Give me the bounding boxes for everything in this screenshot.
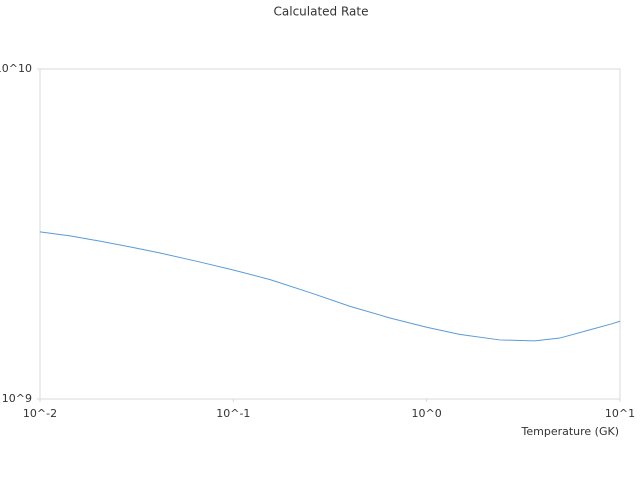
chart-title: Calculated Rate: [274, 5, 369, 19]
x-tick-label: 10^-1: [216, 407, 250, 420]
x-tick-label: 10^0: [412, 407, 442, 420]
y-tick-label: 10^10: [0, 62, 32, 75]
plot-border: [39, 68, 621, 400]
y-tick-label: 10^9: [2, 392, 32, 405]
x-tick-label: 10^1: [605, 407, 635, 420]
x-tick-label: 10^-2: [23, 407, 57, 420]
x-axis-label: Temperature (GK): [521, 425, 620, 438]
line: [39, 231, 621, 342]
